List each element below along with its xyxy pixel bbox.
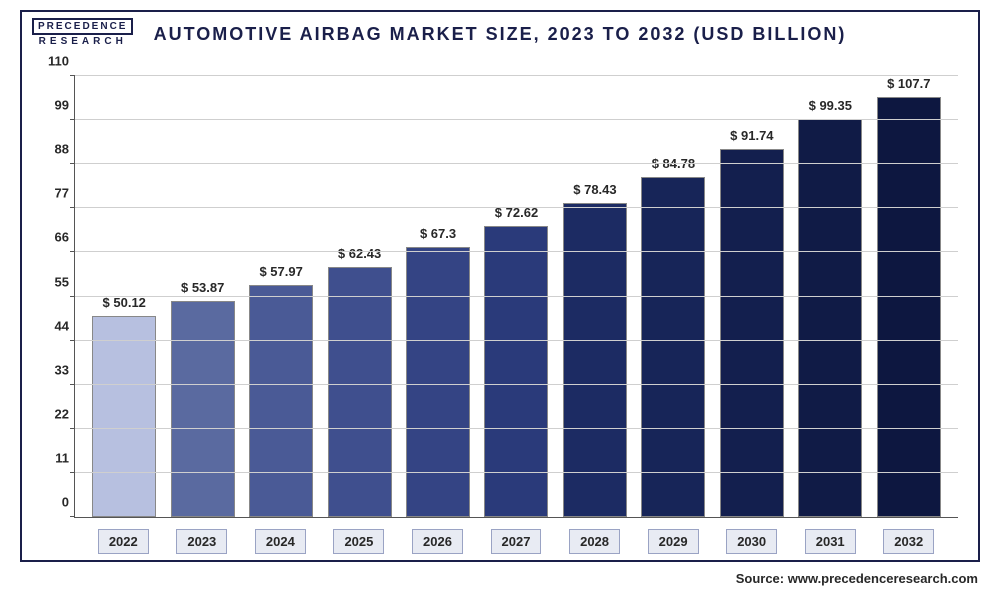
gridline xyxy=(75,428,958,429)
y-tick-mark xyxy=(70,384,75,385)
y-tick-mark xyxy=(70,163,75,164)
x-category-label: 2031 xyxy=(805,529,856,554)
bar-rect xyxy=(798,119,862,517)
x-label-wrap: 2024 xyxy=(241,529,320,554)
x-label-wrap: 2026 xyxy=(398,529,477,554)
x-label-wrap: 2022 xyxy=(84,529,163,554)
x-category-label: 2026 xyxy=(412,529,463,554)
x-category-label: 2024 xyxy=(255,529,306,554)
bar-rect xyxy=(877,97,941,517)
y-tick-mark xyxy=(70,472,75,473)
bar-column: $ 67.3 xyxy=(399,76,477,517)
y-tick-mark xyxy=(70,428,75,429)
bar-rect xyxy=(641,177,705,517)
bar-column: $ 53.87 xyxy=(163,76,241,517)
bar-column: $ 107.7 xyxy=(870,76,948,517)
y-tick-label: 55 xyxy=(41,274,69,289)
bar-value-label: $ 67.3 xyxy=(420,226,456,241)
bar-column: $ 72.62 xyxy=(477,76,555,517)
bar-rect xyxy=(92,316,156,517)
bar-column: $ 84.78 xyxy=(634,76,712,517)
bar-rect xyxy=(720,149,784,517)
x-label-wrap: 2025 xyxy=(320,529,399,554)
x-category-label: 2032 xyxy=(883,529,934,554)
y-tick-label: 44 xyxy=(41,318,69,333)
x-label-wrap: 2029 xyxy=(634,529,713,554)
y-tick-mark xyxy=(70,119,75,120)
y-tick-mark xyxy=(70,296,75,297)
bar-value-label: $ 50.12 xyxy=(103,295,146,310)
bar-value-label: $ 91.74 xyxy=(730,128,773,143)
bar-value-label: $ 107.7 xyxy=(887,76,930,91)
y-tick-label: 66 xyxy=(41,230,69,245)
x-label-wrap: 2032 xyxy=(869,529,948,554)
x-category-label: 2025 xyxy=(333,529,384,554)
bar-column: $ 57.97 xyxy=(242,76,320,517)
gridline xyxy=(75,163,958,164)
x-axis-labels: 2022 2023 2024 2025 2026 2027 2028 2029 2030 2031… xyxy=(74,529,958,554)
x-category-label: 2028 xyxy=(569,529,620,554)
gridline xyxy=(75,75,958,76)
bar-value-label: $ 53.87 xyxy=(181,280,224,295)
bar-rect xyxy=(171,301,235,517)
chart-title: AUTOMOTIVE AIRBAG MARKET SIZE, 2023 TO 2… xyxy=(0,24,1000,45)
gridline xyxy=(75,296,958,297)
y-tick-label: 88 xyxy=(41,142,69,157)
bar-column: $ 91.74 xyxy=(713,76,791,517)
y-tick-label: 110 xyxy=(41,54,69,69)
bar-rect xyxy=(563,203,627,517)
bar-rect xyxy=(406,247,470,517)
bar-rect xyxy=(484,226,548,517)
y-tick-label: 0 xyxy=(41,495,69,510)
y-tick-mark xyxy=(70,340,75,341)
bar-column: $ 62.43 xyxy=(320,76,398,517)
x-category-label: 2023 xyxy=(176,529,227,554)
y-tick-label: 99 xyxy=(41,98,69,113)
gridline xyxy=(75,472,958,473)
x-label-wrap: 2031 xyxy=(791,529,870,554)
x-category-label: 2030 xyxy=(726,529,777,554)
gridline xyxy=(75,119,958,120)
bar-column: $ 78.43 xyxy=(556,76,634,517)
bar-value-label: $ 57.97 xyxy=(259,264,302,279)
y-tick-mark xyxy=(70,75,75,76)
y-tick-label: 11 xyxy=(41,450,69,465)
x-category-label: 2022 xyxy=(98,529,149,554)
gridline xyxy=(75,340,958,341)
gridline xyxy=(75,384,958,385)
y-tick-mark xyxy=(70,251,75,252)
x-category-label: 2027 xyxy=(491,529,542,554)
plot-area: $ 50.12 $ 53.87 $ 57.97 $ 62.43 $ 67.3 $ 72.6… xyxy=(74,76,958,518)
bar-rect xyxy=(328,267,392,517)
x-label-wrap: 2023 xyxy=(163,529,242,554)
gridline xyxy=(75,251,958,252)
bars-container: $ 50.12 $ 53.87 $ 57.97 $ 62.43 $ 67.3 $ 72.6… xyxy=(75,76,958,517)
y-tick-mark xyxy=(70,516,75,517)
bar-column: $ 50.12 xyxy=(85,76,163,517)
x-category-label: 2029 xyxy=(648,529,699,554)
x-label-wrap: 2028 xyxy=(555,529,634,554)
bar-value-label: $ 99.35 xyxy=(809,98,852,113)
bar-value-label: $ 62.43 xyxy=(338,246,381,261)
y-tick-label: 77 xyxy=(41,186,69,201)
source-text: Source: www.precedenceresearch.com xyxy=(736,571,978,586)
x-label-wrap: 2030 xyxy=(712,529,791,554)
bar-value-label: $ 78.43 xyxy=(573,182,616,197)
y-tick-label: 33 xyxy=(41,362,69,377)
bar-rect xyxy=(249,285,313,517)
y-tick-label: 22 xyxy=(41,406,69,421)
bar-column: $ 99.35 xyxy=(791,76,869,517)
x-label-wrap: 2027 xyxy=(477,529,556,554)
gridline xyxy=(75,207,958,208)
y-tick-mark xyxy=(70,207,75,208)
